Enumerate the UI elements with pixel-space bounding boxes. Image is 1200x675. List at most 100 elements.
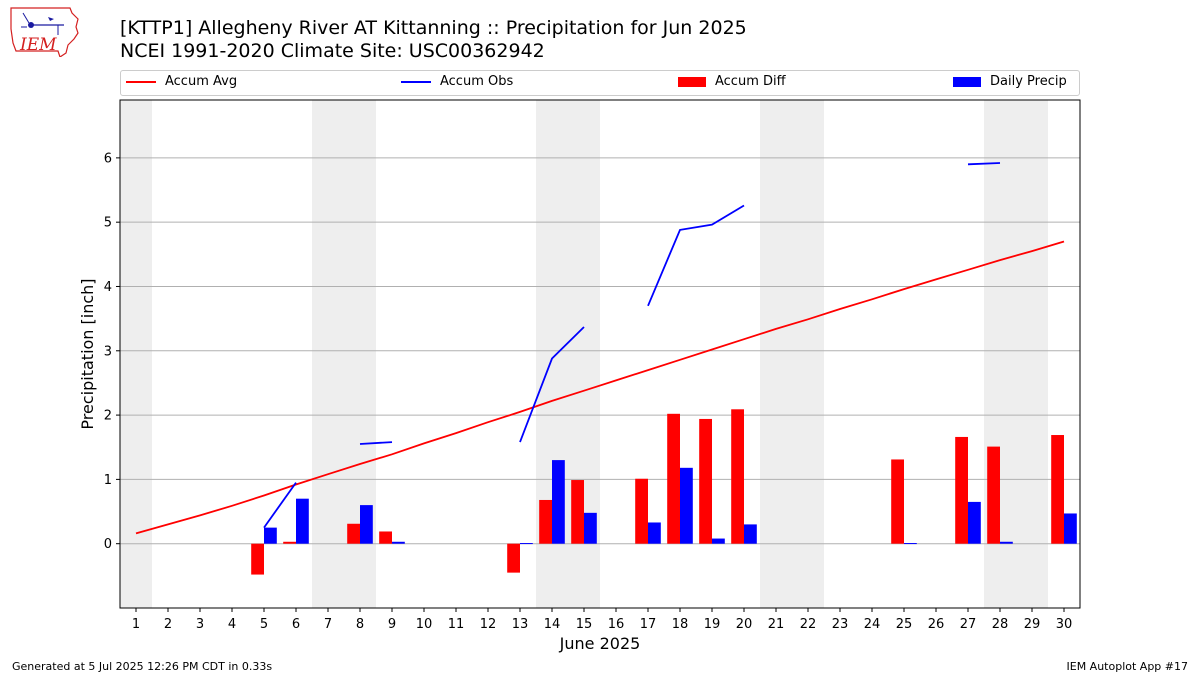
y-tick-label: 5 (104, 216, 112, 231)
logo-text: IEM (19, 35, 57, 55)
iem-iowa-logo-icon: IEM (10, 7, 79, 58)
bar-series (251, 409, 1077, 575)
y-axis-ticks: 0 1 2 3 4 5 6 (104, 151, 120, 552)
bar-daily-precip-day-5 (264, 527, 277, 544)
x-tick-label: 17 (640, 617, 657, 632)
x-tick-label: 25 (896, 617, 913, 632)
iem-logo: IEM (8, 5, 80, 61)
x-tick-label: 22 (800, 617, 817, 632)
bar-accum-diff-day-5 (251, 543, 264, 575)
x-tick-label: 15 (576, 617, 593, 632)
legend-item-accum-obs: Accum Obs (401, 74, 513, 89)
bar-accum-diff-day-8 (347, 523, 360, 544)
bar-accum-diff-day-30 (1051, 435, 1064, 544)
x-tick-label: 16 (608, 617, 625, 632)
bar-daily-precip-day-27 (968, 501, 981, 544)
x-tick-label: 21 (768, 617, 785, 632)
legend-swatch-accum-diff (678, 76, 706, 87)
legend-item-accum-avg: Accum Avg (126, 74, 237, 89)
legend-item-accum-diff: Accum Diff (678, 74, 786, 89)
weekend-band (1016, 100, 1048, 608)
line-accum-avg (135, 240, 1065, 535)
weekend-band (792, 100, 824, 608)
bar-daily-precip-day-19 (712, 538, 725, 544)
x-axis-label: June 2025 (559, 634, 641, 653)
x-tick-label: 7 (324, 617, 332, 632)
bar-accum-diff-day-13 (507, 543, 520, 573)
bar-accum-diff-day-9 (379, 531, 392, 544)
bar-daily-precip-day-9 (392, 541, 405, 544)
bar-daily-precip-day-18 (680, 467, 693, 544)
y-tick-label: 3 (104, 344, 112, 359)
y-axis-label: Precipitation [inch] (78, 278, 97, 429)
legend-label-daily-precip: Daily Precip (990, 74, 1067, 89)
weekend-band (120, 100, 152, 608)
x-tick-label: 24 (864, 617, 881, 632)
x-tick-label: 8 (356, 617, 364, 632)
chart-subtitle: NCEI 1991-2020 Climate Site: USC00362942 (120, 40, 545, 62)
x-axis-ticks: 1 2 3 4 5 6 7 8 9 10 11 12 13 14 15 16 17 18 19 20 21 22 23 24 2… (132, 608, 1072, 632)
bar-accum-diff-day-17 (635, 478, 648, 544)
legend: Accum Avg Accum Obs Accum Diff Daily Pre… (120, 70, 1080, 96)
line-accum-obs (359, 441, 393, 445)
legend-swatch-accum-avg (126, 80, 156, 83)
y-tick-label: 4 (104, 280, 112, 295)
bar-daily-precip-day-17 (648, 522, 661, 544)
line-series (135, 162, 1065, 535)
bar-daily-precip-day-30 (1064, 513, 1077, 544)
line-accum-obs (967, 162, 1001, 166)
y-tick-label: 2 (104, 409, 112, 424)
y-tick-label: 1 (104, 473, 112, 488)
bar-accum-diff-day-18 (667, 413, 680, 544)
line-accum-obs (647, 204, 745, 307)
x-tick-label: 4 (228, 617, 236, 632)
bar-accum-diff-day-28 (987, 446, 1000, 544)
x-tick-label: 23 (832, 617, 849, 632)
line-accum-obs (263, 482, 297, 529)
x-tick-label: 14 (544, 617, 561, 632)
x-tick-label: 6 (292, 617, 300, 632)
x-tick-label: 13 (512, 617, 529, 632)
legend-swatch-daily-precip (953, 76, 981, 87)
x-tick-label: 26 (928, 617, 945, 632)
x-tick-label: 27 (960, 617, 977, 632)
bar-accum-diff-day-14 (539, 499, 552, 544)
x-tick-label: 10 (416, 617, 433, 632)
line-accum-obs (519, 326, 585, 443)
legend-swatch-accum-obs (401, 80, 431, 83)
legend-label-accum-avg: Accum Avg (165, 74, 238, 89)
x-tick-label: 20 (736, 617, 753, 632)
bar-accum-diff-day-25 (891, 459, 904, 544)
y-tick-label: 0 (104, 537, 112, 552)
plot-frame (119, 99, 1081, 609)
y-tick-label: 6 (104, 151, 112, 166)
bar-daily-precip-day-28 (1000, 541, 1013, 544)
bar-accum-diff-day-15 (571, 480, 584, 544)
bar-daily-precip-day-8 (360, 505, 373, 544)
bar-daily-precip-day-15 (584, 512, 597, 544)
bar-accum-diff-day-27 (955, 436, 968, 544)
bar-daily-precip-day-13 (520, 543, 533, 545)
bar-daily-precip-day-6 (296, 498, 309, 544)
bar-accum-diff-day-19 (699, 418, 712, 544)
bar-daily-precip-day-14 (552, 460, 565, 544)
x-tick-label: 2 (164, 617, 172, 632)
weekend-band (312, 100, 344, 608)
legend-label-accum-diff: Accum Diff (715, 74, 786, 89)
app-id: IEM Autoplot App #17 (1066, 660, 1189, 673)
generated-timestamp: Generated at 5 Jul 2025 12:26 PM CDT in … (12, 660, 273, 673)
legend-item-daily-precip: Daily Precip (953, 74, 1067, 89)
x-tick-label: 12 (480, 617, 497, 632)
x-tick-label: 18 (672, 617, 689, 632)
x-tick-label: 28 (992, 617, 1009, 632)
x-tick-label: 30 (1056, 617, 1073, 632)
bar-accum-diff-day-6 (283, 541, 296, 544)
legend-label-accum-obs: Accum Obs (440, 74, 514, 89)
bar-daily-precip-day-25 (904, 543, 917, 545)
gridlines (120, 157, 1080, 545)
bar-daily-precip-day-20 (744, 524, 757, 544)
chart-title: [KTTP1] Allegheny River AT Kittanning ::… (120, 17, 747, 39)
x-tick-label: 1 (132, 617, 140, 632)
bar-accum-diff-day-20 (731, 409, 744, 544)
